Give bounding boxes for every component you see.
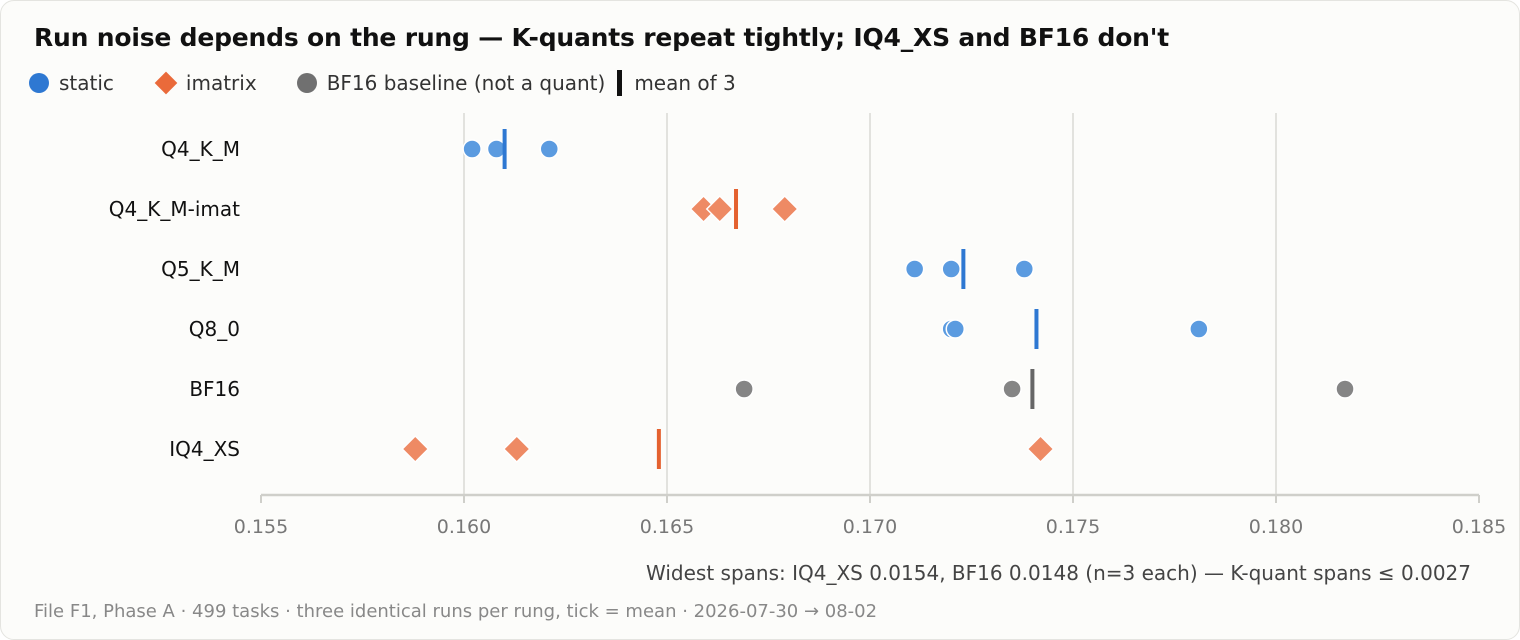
legend-item-imatrix: imatrix xyxy=(154,71,257,95)
data-point xyxy=(904,259,925,279)
row-label: BF16 xyxy=(189,377,240,401)
data-point xyxy=(945,319,966,339)
legend-imatrix-label: imatrix xyxy=(185,71,257,95)
legend-item-bf16: BF16 baseline (not a quant) xyxy=(296,71,606,95)
footer-note: File F1, Phase A · 499 tasks · three ide… xyxy=(34,601,878,622)
legend-mean-tick-icon xyxy=(617,70,623,96)
x-tick-label: 0.160 xyxy=(437,516,491,538)
row-label: IQ4_XS xyxy=(169,437,240,461)
legend-mean-label: mean of 3 xyxy=(634,71,736,95)
data-point xyxy=(1335,379,1355,399)
data-point xyxy=(734,379,754,399)
legend-bf16-circle-icon xyxy=(296,73,317,93)
x-tick-label: 0.155 xyxy=(234,516,288,538)
x-tick-label: 0.170 xyxy=(843,516,897,538)
legend-item-mean: mean of 3 xyxy=(617,70,736,96)
x-tick-label: 0.175 xyxy=(1046,516,1100,538)
chart-title: Run noise depends on the rung — K-quants… xyxy=(34,23,1169,52)
row-label: Q4_K_M-imat xyxy=(109,197,240,221)
data-point-diamond xyxy=(401,434,430,464)
data-point xyxy=(1002,379,1022,399)
data-point xyxy=(1189,319,1209,339)
data-point xyxy=(539,139,560,159)
legend: static imatrix BF16 baseline (not a quan… xyxy=(29,69,736,97)
legend-item-static: static xyxy=(29,71,114,95)
x-tick-label: 0.165 xyxy=(640,516,694,538)
data-point-diamond xyxy=(770,194,799,224)
x-tick-label: 0.180 xyxy=(1249,516,1303,538)
data-point xyxy=(1014,259,1035,279)
row-label: Q5_K_M xyxy=(161,257,240,281)
data-point xyxy=(462,139,482,159)
data-point xyxy=(941,259,961,279)
data-point-diamond xyxy=(1026,434,1055,464)
spans-annotation: Widest spans: IQ4_XS 0.0154, BF16 0.0148… xyxy=(646,561,1471,585)
legend-static-label: static xyxy=(59,71,114,95)
row-label: Q8_0 xyxy=(189,317,240,341)
legend-static-circle-icon xyxy=(29,73,49,93)
legend-bf16-label: BF16 baseline (not a quant) xyxy=(326,71,606,95)
data-point-diamond xyxy=(502,434,531,464)
x-tick-label: 0.185 xyxy=(1452,516,1506,538)
row-label: Q4_K_M xyxy=(161,137,240,161)
data-point-diamond xyxy=(705,194,734,224)
